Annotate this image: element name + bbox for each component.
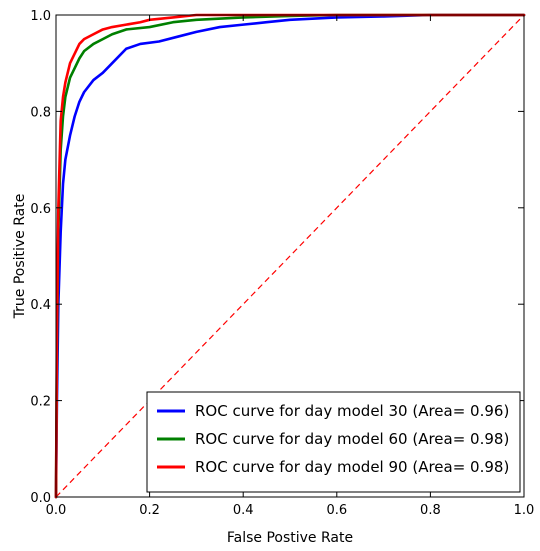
- legend: ROC curve for day model 30 (Area= 0.96) R…: [146, 391, 521, 493]
- y-tick-label: 0.2: [30, 395, 51, 410]
- y-tick-label: 0.4: [30, 298, 51, 313]
- legend-box: [146, 391, 521, 493]
- y-tick-label: 0.0: [30, 491, 51, 506]
- y-tick-label: 0.8: [30, 105, 51, 120]
- roc-curve-series-1: [54, 13, 526, 499]
- ticks-layer: 0.0 0.2 0.4 0.6 0.8 1.0 0.0 0.2 0.4 0.6 0.8 1.0: [30, 9, 534, 518]
- roc-curve-series-2: [54, 13, 526, 499]
- legend-entry-label: ROC curve for day model 90 (Area= 0.98): [195, 458, 509, 476]
- chance-diagonal-line: [55, 14, 525, 498]
- x-tick-label: 0.6: [326, 503, 347, 518]
- x-axis-label: False Postive Rate: [227, 530, 353, 546]
- legend-entry-label: ROC curve for day model 60 (Area= 0.98): [195, 430, 509, 448]
- y-tick-label: 1.0: [30, 9, 51, 24]
- x-tick-label: 0.0: [46, 503, 67, 518]
- x-tick-label: 1.0: [514, 503, 535, 518]
- legend-entry-label: ROC curve for day model 30 (Area= 0.96): [195, 402, 509, 420]
- x-tick-label: 0.8: [420, 503, 441, 518]
- x-tick-label: 0.4: [233, 503, 254, 518]
- y-tick-label: 0.6: [30, 202, 51, 217]
- plot-frame: [55, 14, 525, 498]
- y-axis-label: True Positive Rate: [12, 194, 28, 320]
- x-tick-label: 0.2: [139, 503, 160, 518]
